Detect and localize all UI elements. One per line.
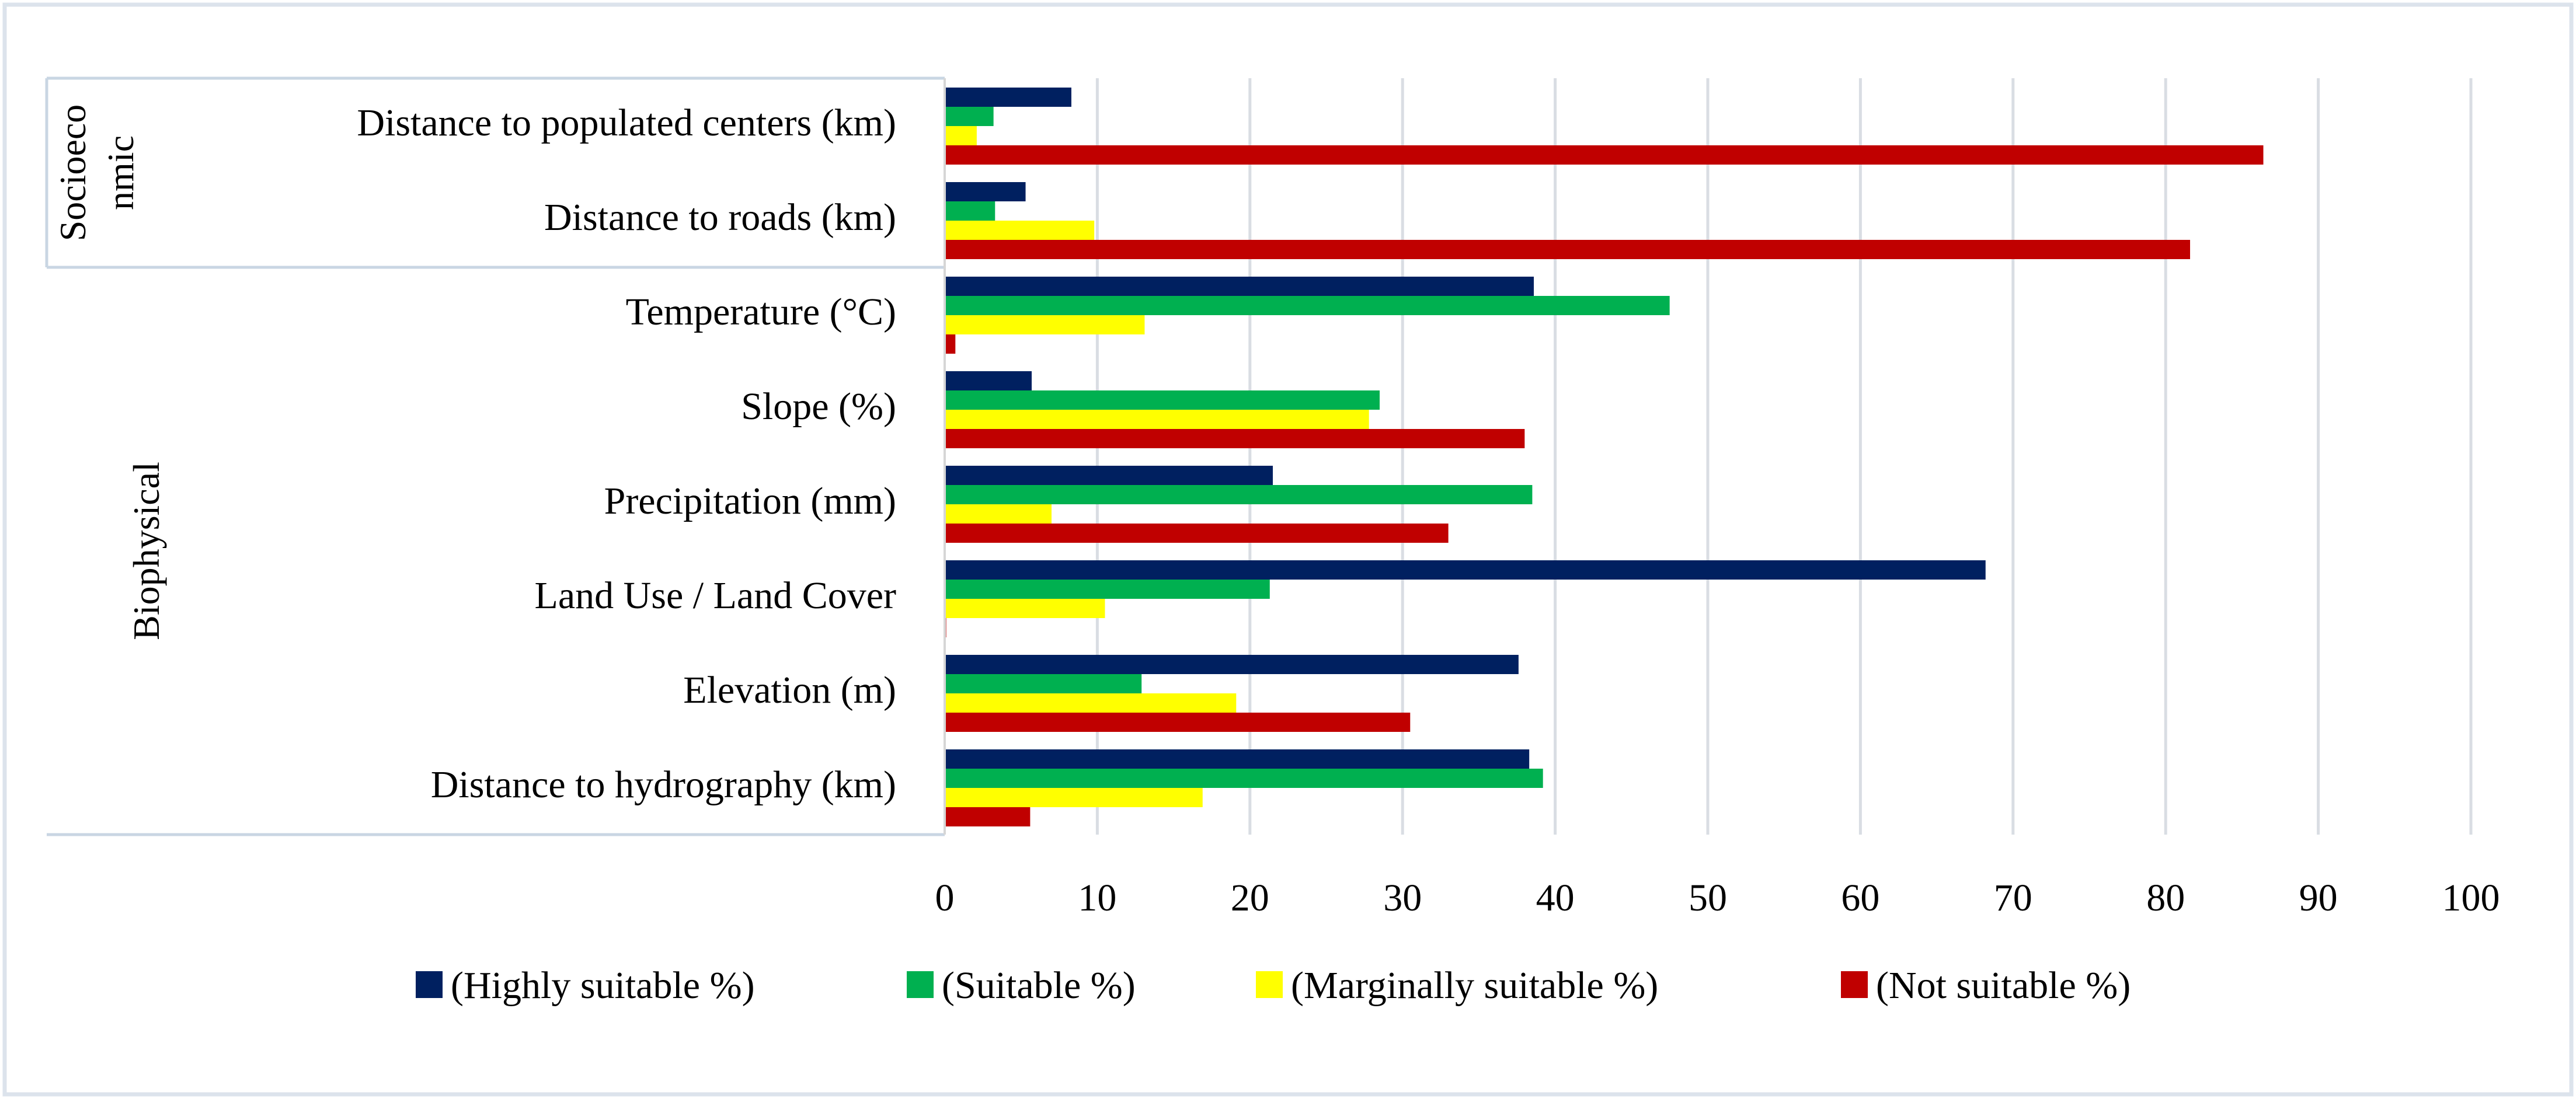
grid-layer	[1095, 78, 2473, 835]
bar-4-series-3	[945, 410, 1369, 429]
bar-3-series-1	[945, 277, 1534, 296]
bar-3-series-4	[945, 334, 956, 354]
x-tick-label: 60	[1841, 877, 1879, 919]
category-label: Precipitation (mm)	[604, 480, 896, 522]
legend-label: (Not suitable %)	[1876, 964, 2131, 1007]
x-tick-label: 0	[935, 877, 955, 919]
bar-7-series-3	[945, 693, 1237, 713]
bar-6-series-3	[945, 599, 1105, 618]
bar-5-series-3	[945, 504, 1052, 524]
x-tick-label: 80	[2146, 877, 2185, 919]
bar-2-series-2	[945, 201, 995, 221]
x-tick-label: 70	[1994, 877, 2032, 919]
legend-entry: (Suitable %)	[907, 964, 1136, 1007]
bar-layer	[944, 78, 2264, 835]
group-label-line: Biophysical	[126, 462, 167, 640]
category-label: Temperature (°C)	[626, 291, 896, 333]
legend: (Highly suitable %) (Suitable %) (Marginal…	[416, 964, 2131, 1007]
legend-swatch-icon	[1841, 971, 1868, 998]
legend-swatch-icon	[907, 971, 934, 998]
bar-3-series-2	[945, 296, 1670, 315]
group-label-layer: Socioeco nmic Biophysical	[45, 76, 945, 836]
legend-entry: (Highly suitable %)	[416, 964, 755, 1007]
bar-1-series-4	[945, 145, 2264, 165]
bar-7-series-4	[945, 713, 1411, 732]
x-tick-label: 40	[1536, 877, 1575, 919]
legend-label: (Suitable %)	[942, 964, 1136, 1007]
legend-label: (Marginally suitable %)	[1291, 964, 1658, 1007]
x-tick-layer: 0 10 20 30 40 50 60 70 80 90 100	[935, 877, 2500, 919]
legend-swatch-icon	[1256, 971, 1283, 998]
category-label: Land Use / Land Cover	[535, 574, 897, 617]
legend-entry: (Marginally suitable %)	[1256, 964, 1658, 1007]
bar-5-series-4	[945, 524, 1449, 543]
bar-2-series-4	[945, 240, 2191, 259]
bar-8-series-1	[945, 749, 1530, 769]
category-label: Slope (%)	[741, 385, 896, 428]
bar-1-series-3	[945, 126, 977, 145]
x-tick-label: 10	[1078, 877, 1116, 919]
x-tick-label: 20	[1231, 877, 1269, 919]
x-tick-label: 100	[2442, 877, 2500, 919]
group-label-biophysical: Biophysical	[126, 462, 167, 640]
category-label: Elevation (m)	[683, 669, 896, 711]
bar-6-series-2	[945, 580, 1270, 599]
bar-2-series-3	[945, 221, 1095, 240]
bar-2-series-1	[945, 182, 1026, 201]
bar-6-series-1	[945, 560, 1986, 580]
bar-1-series-1	[945, 88, 1071, 107]
x-tick-label: 50	[1689, 877, 1727, 919]
bar-8-series-2	[945, 769, 1543, 788]
bar-1-series-2	[945, 107, 994, 126]
bar-5-series-1	[945, 466, 1273, 485]
group-label-line: nmic	[100, 135, 141, 210]
legend-label: (Highly suitable %)	[451, 964, 755, 1007]
bar-4-series-1	[945, 371, 1032, 390]
category-label-layer: Distance to populated centers (km) Distan…	[357, 102, 896, 806]
bar-8-series-4	[945, 807, 1031, 826]
category-label: Distance to populated centers (km)	[357, 102, 896, 144]
group-label-line: Socioeco	[52, 104, 93, 242]
category-label: Distance to hydrography (km)	[431, 763, 896, 806]
legend-entry: (Not suitable %)	[1841, 964, 2131, 1007]
bar-8-series-3	[945, 788, 1203, 807]
category-label: Distance to roads (km)	[544, 196, 896, 239]
bar-7-series-2	[945, 674, 1142, 693]
bar-4-series-2	[945, 390, 1380, 410]
legend-swatch-icon	[416, 971, 443, 998]
x-tick-label: 90	[2299, 877, 2338, 919]
bar-4-series-4	[945, 429, 1525, 448]
group-label-socioeco-nmic: Socioeco nmic	[52, 104, 141, 242]
bar-7-series-1	[945, 655, 1519, 674]
bar-5-series-2	[945, 485, 1533, 504]
bar-3-series-3	[945, 315, 1145, 334]
x-tick-label: 30	[1383, 877, 1422, 919]
